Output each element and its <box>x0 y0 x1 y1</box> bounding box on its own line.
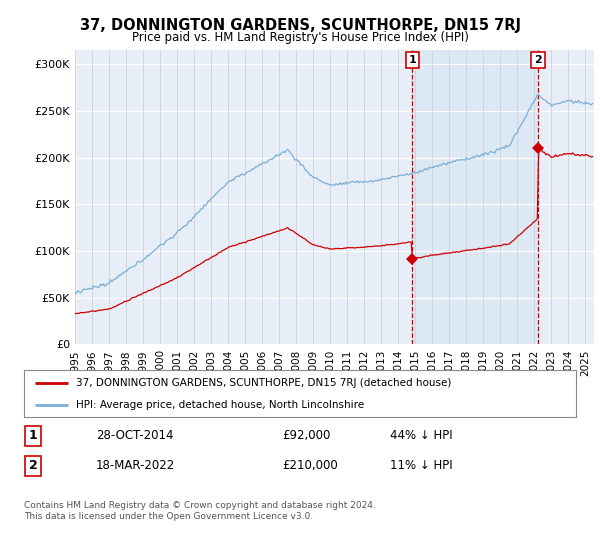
Text: 44% ↓ HPI: 44% ↓ HPI <box>390 429 452 442</box>
Text: HPI: Average price, detached house, North Lincolnshire: HPI: Average price, detached house, Nort… <box>76 400 365 410</box>
Text: 28-OCT-2014: 28-OCT-2014 <box>96 429 173 442</box>
Text: 11% ↓ HPI: 11% ↓ HPI <box>390 459 452 473</box>
Text: 18-MAR-2022: 18-MAR-2022 <box>96 459 175 473</box>
Text: £210,000: £210,000 <box>282 459 338 473</box>
Text: £92,000: £92,000 <box>282 429 331 442</box>
Text: 2: 2 <box>534 55 542 65</box>
Text: 1: 1 <box>409 55 416 65</box>
Text: Contains HM Land Registry data © Crown copyright and database right 2024.
This d: Contains HM Land Registry data © Crown c… <box>24 501 376 521</box>
Text: 37, DONNINGTON GARDENS, SCUNTHORPE, DN15 7RJ: 37, DONNINGTON GARDENS, SCUNTHORPE, DN15… <box>79 18 521 34</box>
Text: Price paid vs. HM Land Registry's House Price Index (HPI): Price paid vs. HM Land Registry's House … <box>131 31 469 44</box>
Text: 1: 1 <box>29 429 37 442</box>
Text: 2: 2 <box>29 459 37 473</box>
Bar <box>412 50 538 344</box>
Text: 37, DONNINGTON GARDENS, SCUNTHORPE, DN15 7RJ (detached house): 37, DONNINGTON GARDENS, SCUNTHORPE, DN15… <box>76 378 452 388</box>
